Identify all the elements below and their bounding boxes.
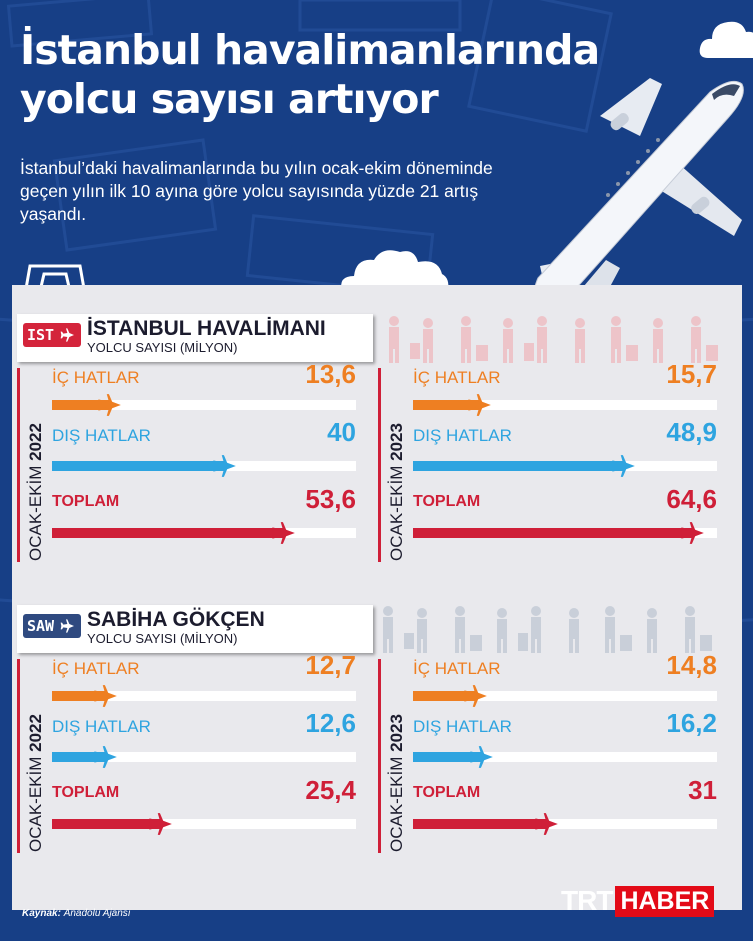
saw-airport-name: SABİHA GÖKÇEN [87, 608, 265, 631]
chart-card: IST İSTANBUL HAVALİMANI YOLCU SAYISI (Mİ… [12, 285, 742, 910]
ist-2022-toplam-bar [52, 528, 285, 538]
airplane-icon [93, 744, 119, 770]
ist-2022-divider [17, 368, 20, 562]
airplane-icon [611, 453, 637, 479]
saw-2022-ic-hatlar-value-label: 12,7 [305, 650, 356, 680]
airplane-icon [469, 744, 495, 770]
ist-2023-toplam-bar [413, 528, 694, 538]
ist-airport-name: İSTANBUL HAVALİMANI [87, 317, 326, 340]
ist-2022-ic-hatlar-bar [52, 400, 112, 410]
saw-2023-dis-hatlar-bar [413, 752, 484, 762]
logo-haber: HABER [615, 885, 715, 917]
ist-2023-toplam-label: TOPLAM [413, 493, 481, 510]
airplane-icon [60, 619, 74, 633]
ist-panel-header: IST İSTANBUL HAVALİMANI YOLCU SAYISI (Mİ… [17, 314, 373, 362]
airplane-icon [93, 683, 119, 709]
ist-2023-ic-hatlar-bar-track [413, 400, 717, 410]
ist-2022-dis-hatlar-value-label: 40 [327, 417, 356, 447]
saw-panel-header: SAW SABİHA GÖKÇEN YOLCU SAYISI (MİLYON) [17, 605, 373, 653]
ist-2022-toplam-value-label: 53,6 [305, 484, 356, 514]
saw-2022-toplam-label: TOPLAM [52, 784, 120, 801]
page-title: İstanbul havalimanlarında yolcu sayısı a… [20, 26, 600, 123]
ist-unit-label: YOLCU SAYISI (MİLYON) [87, 340, 238, 355]
airplane-icon [148, 811, 174, 837]
saw-2023-toplam-bar-track [413, 819, 717, 829]
airplane-icon [60, 328, 74, 342]
saw-2022-dis-hatlar-label: DIŞ HATLAR [52, 717, 151, 736]
ist-2022-dis-hatlar-bar-track [52, 461, 356, 471]
passengers-silhouette-icon [383, 606, 712, 653]
airplane-icon [271, 520, 297, 546]
saw-2023-ic-hatlar-bar-track [413, 691, 717, 701]
airplane-icon [467, 392, 493, 418]
airplane-icon [463, 683, 489, 709]
ist-2022-dis-hatlar-bar [52, 461, 226, 471]
saw-2023-toplam-bar [413, 819, 548, 829]
ist-code: IST [27, 326, 55, 344]
passengers-silhouette-icon [389, 316, 718, 363]
ist-2023-dis-hatlar-label: DIŞ HATLAR [413, 426, 512, 445]
saw-2023-ic-hatlar-label: İÇ HATLAR [413, 659, 501, 678]
ist-2022-ic-hatlar-bar-track [52, 400, 356, 410]
saw-2022-ic-hatlar-bar [52, 691, 108, 701]
saw-code-badge: SAW [23, 614, 81, 638]
page-subtitle: İstanbul’daki havalimanlarında bu yılın … [20, 158, 493, 224]
saw-2022-ic-hatlar-bar-track [52, 691, 356, 701]
saw-2023-ic-hatlar-value-label: 14,8 [666, 650, 717, 680]
saw-2022-dis-hatlar-value-label: 12,6 [305, 708, 356, 738]
saw-2023-divider [378, 659, 381, 853]
saw-2022-divider [17, 659, 20, 853]
saw-2023-toplam-value-label: 31 [688, 775, 717, 805]
ist-2023-dis-hatlar-value-label: 48,9 [666, 417, 717, 447]
saw-2023-dis-hatlar-value-label: 16,2 [666, 708, 717, 738]
airplane-icon [97, 392, 123, 418]
ist-2023-ic-hatlar-bar [413, 400, 482, 410]
saw-2022-dis-hatlar-bar [52, 752, 107, 762]
ist-2022-period-label: OCAK-EKİM 2022 [26, 423, 45, 561]
ist-2023-toplam-value-label: 64,6 [666, 484, 717, 514]
ist-2022-ic-hatlar-label: İÇ HATLAR [52, 368, 140, 387]
cloud-icon [341, 250, 449, 291]
cloud-icon [699, 21, 753, 58]
saw-2022-period-label: OCAK-EKİM 2022 [26, 714, 45, 852]
saw-2023-dis-hatlar-bar-track [413, 752, 717, 762]
saw-2022-toplam-bar [52, 819, 163, 829]
airplane-icon [212, 453, 238, 479]
saw-code: SAW [27, 617, 55, 635]
source-note: Kaynak: Anadolu Ajansı [22, 908, 131, 919]
saw-unit-label: YOLCU SAYISI (MİLYON) [87, 631, 238, 646]
ist-2023-divider [378, 368, 381, 562]
airplane-icon [534, 811, 560, 837]
ist-2022-dis-hatlar-label: DIŞ HATLAR [52, 426, 151, 445]
saw-2022-ic-hatlar-label: İÇ HATLAR [52, 659, 140, 678]
ist-2023-dis-hatlar-bar [413, 461, 626, 471]
saw-2023-period-label: OCAK-EKİM 2023 [387, 714, 406, 852]
ist-2023-toplam-bar-track [413, 528, 717, 538]
saw-2023-toplam-label: TOPLAM [413, 784, 481, 801]
ist-2023-ic-hatlar-label: İÇ HATLAR [413, 368, 501, 387]
ist-2023-period-label: OCAK-EKİM 2023 [387, 423, 406, 561]
saw-2023-dis-hatlar-label: DIŞ HATLAR [413, 717, 512, 736]
logo-trt: TRT [561, 885, 613, 916]
airplane-icon [533, 78, 744, 312]
ist-2022-toplam-bar-track [52, 528, 356, 538]
saw-2022-toplam-value-label: 25,4 [305, 775, 356, 805]
ist-2022-ic-hatlar-value-label: 13,6 [305, 359, 356, 389]
ist-2022-toplam-label: TOPLAM [52, 493, 120, 510]
saw-2023-ic-hatlar-bar [413, 691, 478, 701]
saw-2022-toplam-bar-track [52, 819, 356, 829]
ist-code-badge: IST [23, 323, 81, 347]
airplane-icon [680, 520, 706, 546]
trt-haber-logo: TRT HABER [561, 885, 715, 917]
ist-2023-dis-hatlar-bar-track [413, 461, 717, 471]
ist-2023-ic-hatlar-value-label: 15,7 [666, 359, 717, 389]
saw-2022-dis-hatlar-bar-track [52, 752, 356, 762]
